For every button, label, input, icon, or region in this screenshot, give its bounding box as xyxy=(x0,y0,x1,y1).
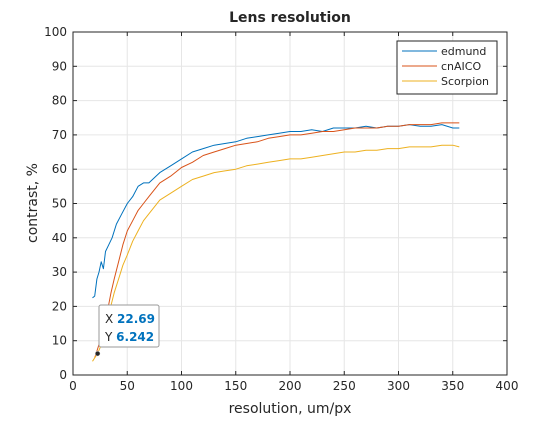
legend: edmund cnAICO Scorpion xyxy=(396,40,498,95)
series-line-cnaico xyxy=(94,122,460,359)
x-tick-label: 250 xyxy=(333,379,356,393)
x-tick-label: 0 xyxy=(69,379,77,393)
datatip-box xyxy=(98,304,160,348)
datatip-y-row: Y 6.242 xyxy=(104,330,154,344)
x-tick-label: 300 xyxy=(387,379,410,393)
y-tick-label: 40 xyxy=(52,231,67,245)
y-axis-label: contrast, % xyxy=(25,163,41,243)
y-tick-label: 0 xyxy=(59,368,67,382)
legend-label: edmund xyxy=(441,45,486,58)
datatip-marker[interactable] xyxy=(94,350,101,357)
datatip-y-label: Y xyxy=(104,330,116,344)
x-tick-label: 50 xyxy=(120,379,135,393)
y-tick-label: 20 xyxy=(52,299,67,313)
chart-title: Lens resolution xyxy=(229,10,351,26)
x-axis-label: resolution, um/px xyxy=(229,401,352,417)
x-tick-label: 350 xyxy=(441,379,464,393)
datatip[interactable]: X 22.69Y 6.242 xyxy=(94,304,160,357)
x-tick-label: 400 xyxy=(496,379,519,393)
legend-label: cnAICO xyxy=(441,60,481,73)
legend-label: Scorpion xyxy=(441,75,489,88)
datatip-y-value: 6.242 xyxy=(116,330,154,344)
y-tick-label: 30 xyxy=(52,265,67,279)
series-line-scorpion xyxy=(92,144,460,362)
legend-box xyxy=(396,40,498,95)
datatip-x-label: X xyxy=(105,312,117,326)
y-tick-label: 80 xyxy=(52,94,67,108)
plot-lines xyxy=(92,122,460,362)
x-tick-label: 150 xyxy=(224,379,247,393)
x-tick-label: 100 xyxy=(170,379,193,393)
x-tick-label: 200 xyxy=(279,379,302,393)
datatip-x-row: X 22.69 xyxy=(105,312,155,326)
datatip-x-value: 22.69 xyxy=(117,312,155,326)
y-tick-label: 50 xyxy=(52,197,67,211)
ticks: 0 50 100 150 200 250 300 350 400 0 10 20 30 40 50 60 70 8… xyxy=(44,25,518,393)
y-tick-label: 10 xyxy=(52,334,67,348)
y-tick-label: 60 xyxy=(52,162,67,176)
y-tick-label: 70 xyxy=(52,128,67,142)
y-tick-label: 90 xyxy=(52,59,67,73)
y-tick-label: 100 xyxy=(44,25,67,39)
